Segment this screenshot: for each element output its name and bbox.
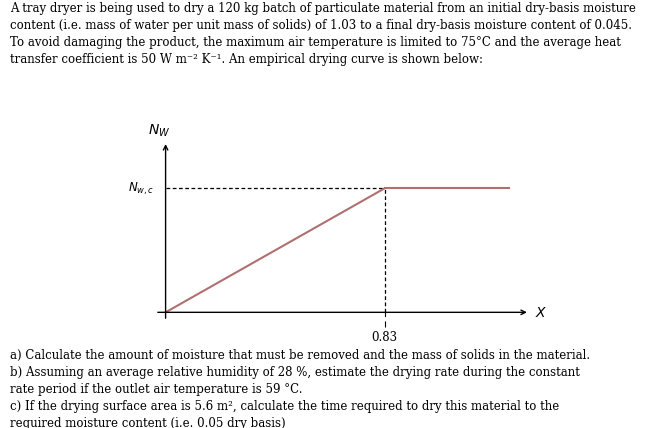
Text: a) Calculate the amount of moisture that must be removed and the mass of solids : a) Calculate the amount of moisture that… [10,349,590,428]
Text: $N_W$: $N_W$ [148,122,170,139]
Text: $X$: $X$ [535,306,547,320]
Text: A tray dryer is being used to dry a 120 kg batch of particulate material from an: A tray dryer is being used to dry a 120 … [10,2,636,66]
Text: $N_{w,c}$: $N_{w,c}$ [127,180,154,196]
